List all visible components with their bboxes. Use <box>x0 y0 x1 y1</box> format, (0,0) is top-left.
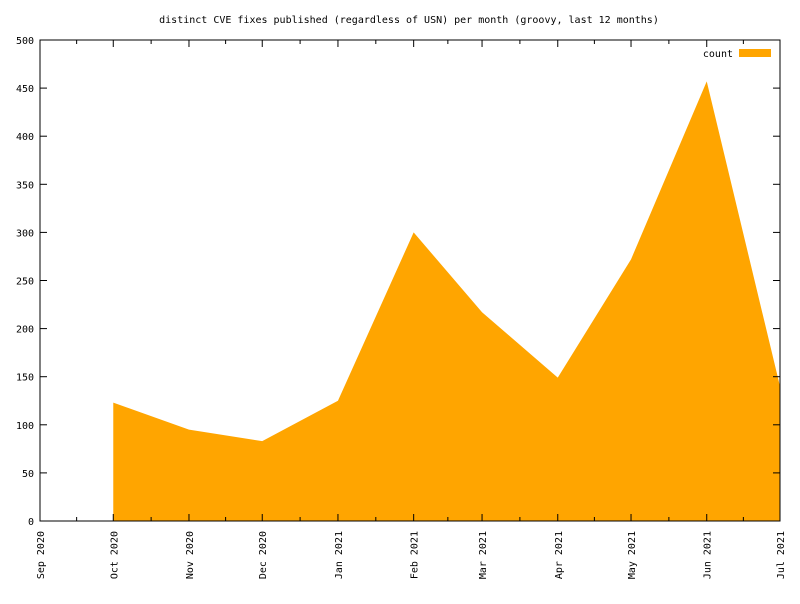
y-tick-label: 250 <box>16 277 34 288</box>
chart-title: distinct CVE fixes published (regardless… <box>159 15 659 26</box>
y-tick-label: 0 <box>28 517 34 528</box>
x-tick-label: Jun 2021 <box>703 531 714 579</box>
x-tick-label: Sep 2020 <box>36 531 47 579</box>
y-tick-label: 150 <box>16 373 34 384</box>
x-tick-label: Nov 2020 <box>185 531 196 579</box>
y-tick-label: 500 <box>16 36 34 47</box>
y-tick-label: 300 <box>16 228 34 239</box>
x-tick-label: Jul 2021 <box>776 531 787 579</box>
legend: count <box>703 49 771 60</box>
y-axis: 0 50 100 150 200 250 300 350 400 450 500 <box>16 36 780 528</box>
x-tick-label: Mar 2021 <box>478 531 489 579</box>
series-area-count <box>113 81 780 522</box>
x-tick-label: Dec 2020 <box>258 531 269 579</box>
y-tick-label: 400 <box>16 132 34 143</box>
x-tick-label: May 2021 <box>627 531 638 579</box>
y-tick-label: 100 <box>16 421 34 432</box>
area-layer <box>113 81 780 522</box>
x-axis: Sep 2020 Oct 2020 Nov 2020 Dec 2020 Jan 2021… <box>36 40 787 579</box>
x-tick-label: Jan 2021 <box>334 531 345 579</box>
legend-label: count <box>703 49 733 60</box>
y-tick-label: 50 <box>22 469 34 480</box>
x-tick-label: Feb 2021 <box>410 531 421 579</box>
y-tick-label: 450 <box>16 84 34 95</box>
legend-swatch <box>739 49 771 57</box>
x-tick-label: Oct 2020 <box>109 531 120 579</box>
y-tick-label: 350 <box>16 180 34 191</box>
x-tick-label: Apr 2021 <box>554 531 565 579</box>
y-tick-label: 200 <box>16 325 34 336</box>
